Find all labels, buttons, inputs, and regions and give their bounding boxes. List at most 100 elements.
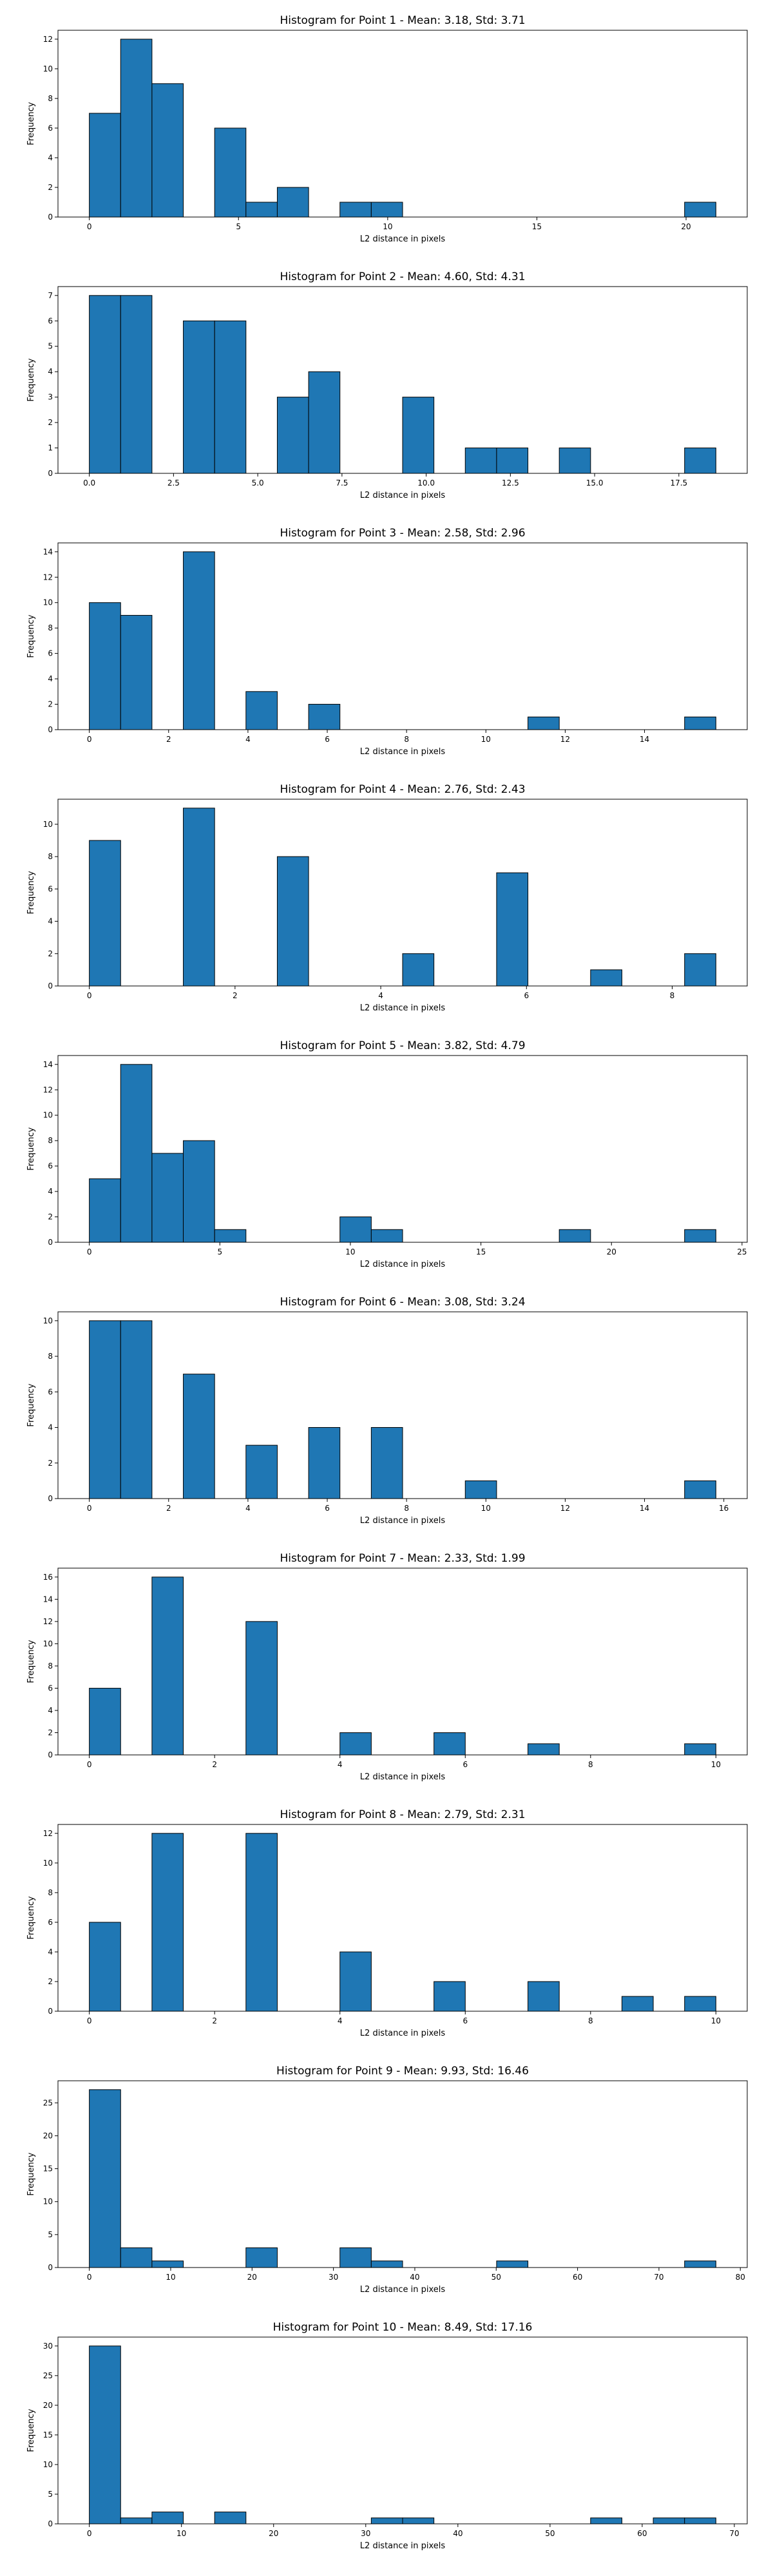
y-tick-label: 12 [43,35,53,44]
x-axis-label: L2 distance in pixels [360,2541,446,2551]
histogram-bar [214,128,247,218]
y-tick-label: 10 [43,1111,53,1120]
histogram-bar [496,872,529,987]
chart-title: Histogram for Point 1 - Mean: 3.18, Std:… [280,14,525,27]
x-tick-label: 12.5 [502,478,519,488]
y-tick-label: 6 [48,649,53,658]
histogram-bar [464,1480,497,1499]
histogram-bar [151,1833,184,2012]
histogram-bar [402,397,435,474]
y-tick-label: 14 [43,1595,53,1604]
y-tick-label: 4 [48,153,53,162]
histogram-bar [276,397,309,474]
chart-title: Histogram for Point 10 - Mean: 8.49, Std… [273,2321,533,2334]
histogram-chart-1: Histogram for Point 1 - Mean: 3.18, Std:… [26,14,748,244]
y-tick-label: 0 [48,2519,53,2528]
histogram-bar [276,187,309,218]
y-tick-label: 12 [43,1617,53,1626]
histogram-bar [120,2517,153,2524]
y-axis-label: Frequency [26,358,36,401]
y-axis-label: Frequency [26,614,36,658]
x-tick-label: 0 [87,1760,92,1769]
x-tick-label: 20 [607,1247,616,1256]
histogram-bar [308,371,341,474]
x-tick-label: 70 [654,2273,663,2282]
y-tick-label: 2 [48,418,53,427]
x-tick-label: 7.5 [336,478,348,488]
histogram-bar [89,602,121,730]
y-tick-label: 0 [48,981,53,990]
x-tick-label: 4 [378,991,383,1000]
y-tick-label: 4 [48,1187,53,1196]
histogram-bar [89,295,121,474]
histogram-bar [684,953,716,987]
histogram-bar [684,1229,716,1243]
histogram-bar [528,1981,560,2012]
histogram-bar [339,1217,372,1243]
histogram-bar [120,1064,153,1243]
y-tick-label: 10 [43,598,53,607]
y-tick-label: 12 [43,573,53,582]
histogram-bar [183,551,215,730]
x-tick-label: 15 [476,1247,486,1256]
x-tick-label: 4 [338,2016,343,2025]
y-tick-label: 25 [43,2371,53,2380]
x-tick-label: 10 [711,2016,721,2025]
histogram-chart-6: Histogram for Point 6 - Mean: 3.08, Std:… [26,1296,748,1526]
histogram-bar [339,202,372,218]
histogram-bar [653,2517,685,2524]
x-axis-label: L2 distance in pixels [360,747,446,757]
y-axis-label: Frequency [26,102,36,145]
histogram-bar [89,840,121,987]
y-tick-label: 4 [48,1947,53,1956]
histogram-bar [89,113,121,218]
x-axis-label: L2 distance in pixels [360,1003,446,1013]
x-tick-label: 20 [269,2529,278,2538]
x-tick-label: 0 [87,735,92,744]
histogram-bar [245,1833,278,2012]
x-tick-label: 4 [245,1504,251,1513]
histogram-bar [590,969,622,987]
y-tick-label: 0 [48,725,53,734]
y-tick-label: 1 [48,444,53,453]
y-tick-label: 8 [48,1662,53,1671]
histogram-bar [370,1229,403,1243]
y-axis-label: Frequency [26,1640,36,1683]
x-tick-label: 2 [212,1760,217,1769]
histogram-bar [684,2517,716,2524]
histogram-bar [183,808,215,987]
y-tick-label: 8 [48,1136,53,1145]
histogram-bar [183,320,215,474]
y-tick-label: 0 [48,1238,53,1247]
chart-title: Histogram for Point 2 - Mean: 4.60, Std:… [280,270,525,283]
histogram-bar [621,1996,654,2012]
histogram-bar [558,1229,591,1243]
y-tick-label: 2 [48,1459,53,1468]
y-tick-label: 6 [48,316,53,325]
histogram-bar [245,1621,278,1756]
plot-frame [57,1567,748,1756]
histogram-chart-5: Histogram for Point 5 - Mean: 3.82, Std:… [26,1039,748,1269]
x-tick-label: 20 [681,222,691,231]
x-tick-label: 0 [87,2016,92,2025]
x-tick-label: 0 [87,1247,92,1256]
x-tick-label: 30 [329,2273,338,2282]
y-tick-label: 10 [43,820,53,829]
histogram-bar [339,1951,372,2012]
histogram-bar [434,1981,466,2012]
y-tick-label: 2 [48,949,53,958]
y-tick-label: 20 [43,2131,53,2140]
y-tick-label: 2 [48,700,53,709]
x-tick-label: 2 [212,2016,217,2025]
y-tick-label: 6 [48,884,53,893]
y-tick-label: 8 [48,623,53,632]
x-tick-label: 10 [166,2273,175,2282]
chart-title: Histogram for Point 6 - Mean: 3.08, Std:… [280,1296,525,1309]
histogram-bar [89,2345,121,2524]
x-tick-label: 6 [325,735,330,744]
y-tick-label: 5 [48,2230,53,2239]
histogram-bar [183,1374,215,1499]
y-tick-label: 12 [43,1829,53,1838]
histogram-bar [89,1687,121,1756]
